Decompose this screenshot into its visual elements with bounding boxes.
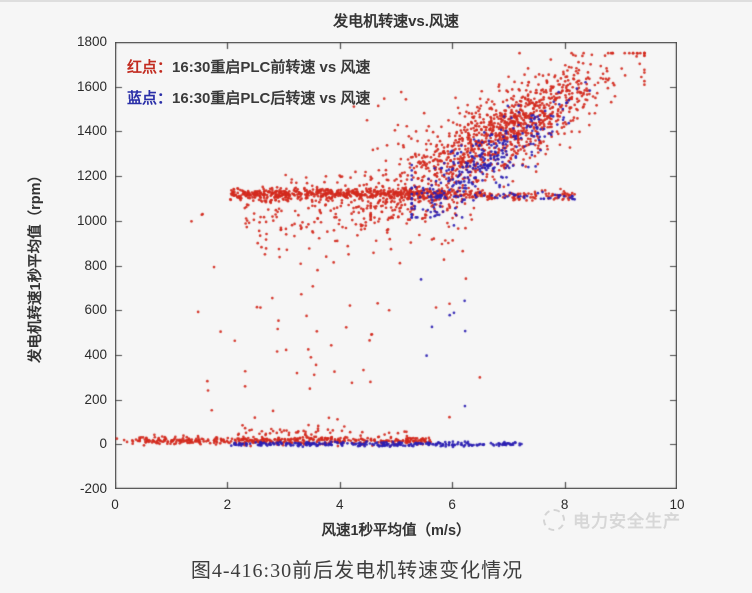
y-tick-label: 0 — [99, 436, 107, 452]
legend-blue-prefix: 蓝点： — [127, 90, 173, 107]
legend-red-label: 16:30重启PLC前转速 vs 风速 — [172, 59, 371, 76]
watermark-text: 电力安全生产 — [573, 512, 681, 531]
y-tick-label: -200 — [79, 481, 107, 496]
legend-red-prefix: 红点： — [127, 59, 173, 76]
legend-blue-label: 16:30重启PLC后转速 vs 风速 — [172, 90, 371, 107]
y-tick-label: 1600 — [76, 78, 107, 94]
chart-title: 发电机转速vs.风速 — [333, 13, 459, 30]
x-axis-label: 风速1秒平均值（m/s） — [321, 523, 471, 539]
y-tick-label: 1400 — [76, 123, 107, 139]
y-tick-label: 600 — [84, 302, 107, 318]
y-tick-label: 800 — [84, 257, 107, 273]
x-tick-label: 0 — [111, 497, 119, 512]
y-tick-label: 1200 — [76, 168, 107, 184]
scatter-plot-canvas — [115, 42, 677, 489]
x-tick-label: 2 — [223, 497, 232, 512]
y-tick-label: 1800 — [76, 34, 107, 49]
x-tick-label: 10 — [669, 497, 685, 512]
y-tick-label: 1000 — [76, 212, 107, 228]
plot-legend: 红点：16:30重启PLC前转速 vs 风速 蓝点：16:30重启PLC后转速 … — [127, 52, 370, 114]
legend-entry-red: 红点：16:30重启PLC前转速 vs 风速 — [127, 52, 370, 83]
x-tick-label: 6 — [448, 497, 456, 512]
legend-entry-blue: 蓝点：16:30重启PLC后转速 vs 风速 — [127, 83, 370, 114]
watermark: 电力安全生产 — [543, 507, 681, 532]
figure-caption: 图4-416:30前后发电机转速变化情况 — [190, 560, 524, 582]
x-tick-label: 4 — [336, 497, 344, 512]
y-tick-label: 200 — [84, 391, 107, 407]
y-tick-label: 400 — [84, 346, 107, 362]
x-tick-label: 8 — [560, 497, 569, 512]
power-safety-logo-icon — [543, 508, 565, 531]
